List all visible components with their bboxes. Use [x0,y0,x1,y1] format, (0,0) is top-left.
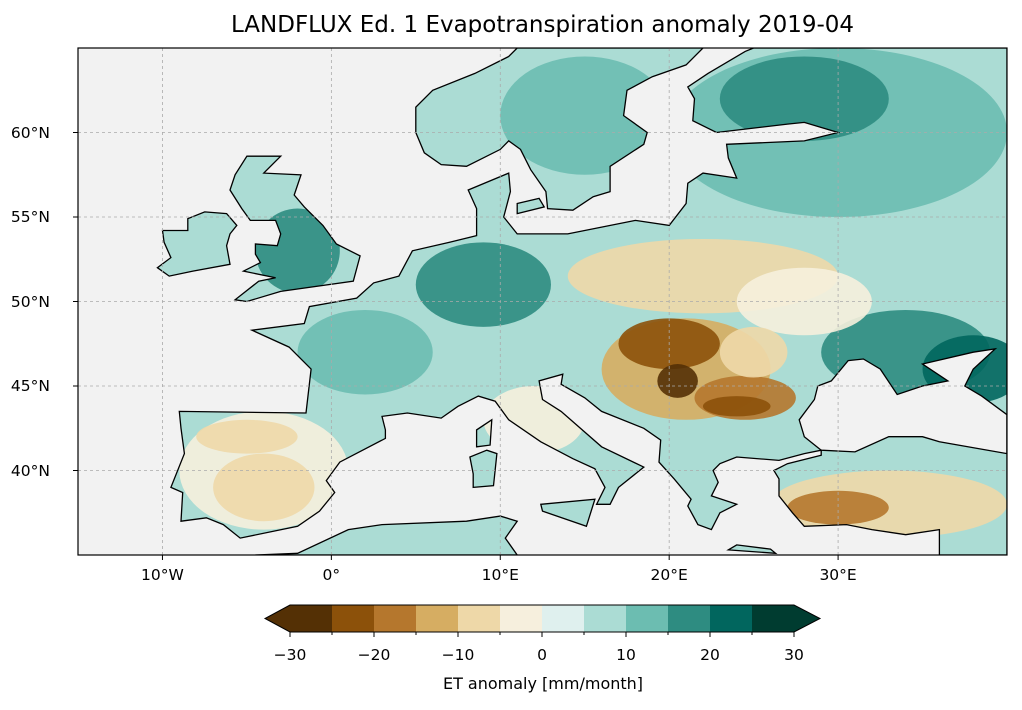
colorbar-segment [374,605,417,632]
coastline-scandinavia [415,48,704,211]
colorbar-segment [542,605,585,632]
anomaly-patch [719,56,889,141]
colorbar-label: ET anomaly [mm/month] [442,674,644,693]
anomaly-patch [702,396,771,417]
anomaly-patch [657,364,698,398]
colorbar-segment [584,605,627,632]
colorbar-segment [668,605,711,632]
colorbar-tick-label: 0 [537,646,547,664]
coastline-ireland [156,211,238,277]
colorbar-segment [752,605,795,632]
lat-tick-label: 40°N [10,461,50,480]
colorbar-segment [626,605,669,632]
lon-tick-label: 0° [322,566,341,584]
colorbar-tick-label: −10 [441,646,475,664]
anomaly-patch [787,490,889,525]
anomaly-patch [297,309,433,395]
colorbar-segment [500,605,543,632]
lat-tick-label: 55°N [10,208,50,226]
colorbar-tick-label: 30 [784,646,804,664]
colorbar-segment [332,605,375,632]
anomaly-patch [719,326,788,378]
lon-tick-label: 30°E [819,566,857,584]
colorbar-tick-label: 10 [616,646,636,664]
coastline-africa [255,515,519,555]
lon-tick-label: 20°E [650,566,688,584]
coastline-zealand [516,197,546,215]
coastline-corsica [475,418,493,448]
colorbar-tick-label: 20 [700,646,720,664]
anomaly-patch [500,56,670,175]
colorbar-segment [416,605,459,632]
colorbar-tick-label: −20 [357,646,391,664]
black-sea [799,348,1007,454]
colorbar-segment [458,605,501,632]
coastline-britain [229,155,361,303]
anomaly-patch [213,453,315,522]
colorbar-extend-low [265,605,290,632]
map-title: LANDFLUX Ed. 1 Evapotranspiration anomal… [230,12,855,38]
anomaly-patch [415,242,551,327]
colorbar-segment [710,605,753,632]
coastline-mainland [170,48,1007,555]
colorbar [263,604,822,637]
lon-tick-label: 10°E [481,566,519,584]
anomaly-patch [196,419,298,454]
colorbar-segment [290,605,333,632]
coastline-sardinia [469,449,498,489]
lon-tick-label: 10°W [141,566,184,584]
coastline-sicily [539,498,596,528]
colorbar-tick-label: −30 [273,646,307,664]
coastline-black-sea [798,347,1007,455]
map-frame [77,47,1008,556]
lat-tick-label: 50°N [10,292,50,311]
coastline-crete [726,544,778,555]
lat-tick-label: 45°N [10,377,50,395]
lat-tick-label: 60°N [10,123,50,142]
colorbar-extend-high [794,605,820,632]
